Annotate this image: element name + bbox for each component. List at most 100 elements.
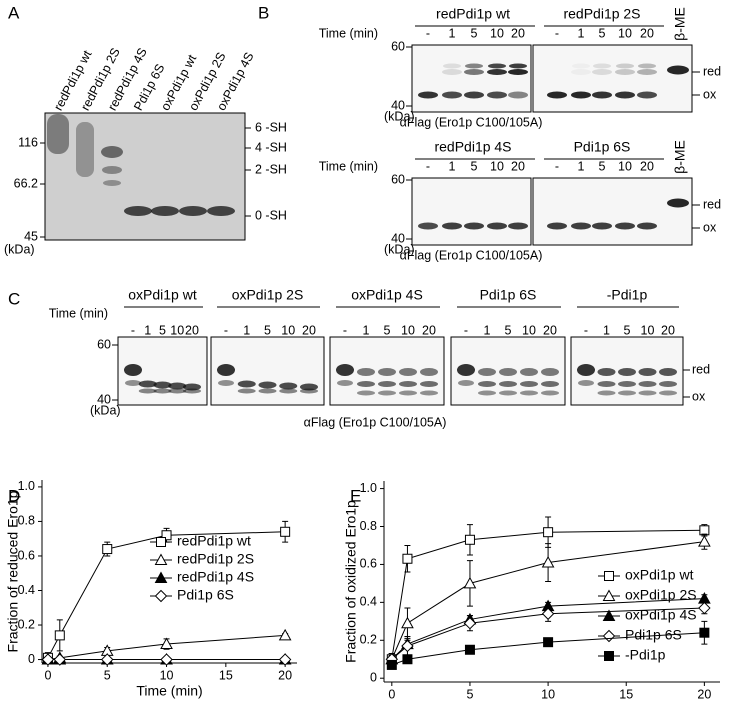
gel-title: redPdi1p 4S <box>434 139 511 155</box>
gel-band <box>597 381 616 387</box>
legend-marker <box>154 571 168 583</box>
marker <box>401 639 414 653</box>
gel-image <box>411 44 532 113</box>
gel-band <box>237 380 256 388</box>
gel-image <box>532 44 693 113</box>
gel-band <box>508 91 528 99</box>
y-tick-label: 1.0 <box>18 479 35 493</box>
gel-band <box>478 381 496 387</box>
gel-band <box>520 381 538 387</box>
x-tick-label: 20 <box>697 687 711 701</box>
marker <box>541 607 555 620</box>
lane-label: - <box>464 323 468 337</box>
marker <box>464 534 475 545</box>
mw-marker: 66.2 <box>14 176 38 190</box>
lane-label: 10 <box>490 159 504 173</box>
marker <box>464 644 475 655</box>
lane-label: 5 <box>264 323 271 337</box>
marker <box>698 535 711 547</box>
band-label: ox <box>703 87 717 101</box>
gel-band <box>138 388 157 394</box>
gel-band <box>520 390 538 396</box>
marker <box>401 616 414 629</box>
mw-unit: (kDa) <box>4 242 35 256</box>
band-label: red <box>703 197 721 211</box>
mw-unit: (kDa) <box>90 403 121 417</box>
y-axis-label: Fraction of oxidized Ero1p <box>343 500 359 663</box>
gel-band <box>442 69 462 75</box>
gel-band <box>464 91 484 99</box>
gel-band <box>592 222 612 230</box>
gel-band <box>667 65 689 75</box>
gel-band <box>637 69 657 75</box>
gel-band <box>667 198 689 208</box>
marker <box>161 530 172 541</box>
gel-band <box>464 69 484 75</box>
gel-band <box>638 381 657 387</box>
gel-band <box>508 222 528 230</box>
antibody-label: αFlag (Ero1p C100/105A) <box>304 415 447 429</box>
gel-band <box>659 390 677 396</box>
gel-band <box>124 364 142 376</box>
y-tick-label: 0.6 <box>360 557 377 571</box>
lane-label: 1 <box>484 323 491 337</box>
gel-title: oxPdi1p 2S <box>232 287 304 303</box>
lane-label: 5 <box>471 26 478 40</box>
time-label: Time (min) <box>319 26 378 40</box>
gel-band <box>572 64 590 69</box>
gel-band <box>487 222 507 230</box>
lane-label: 1 <box>449 159 456 173</box>
time-label: Time (min) <box>319 159 378 173</box>
marker <box>54 630 65 641</box>
mw-marker: 60 <box>391 172 405 186</box>
gel-band <box>378 390 396 396</box>
marker <box>699 525 710 536</box>
gel-band <box>615 222 635 230</box>
gel-band <box>499 381 517 387</box>
gel-band <box>597 390 616 396</box>
y-tick-label: 0.4 <box>360 595 377 609</box>
gel-title: Pdi1p 6S <box>480 287 537 303</box>
sh-label: 0 -SH <box>255 208 287 222</box>
lane-label: 20 <box>511 159 525 173</box>
legend-marker <box>602 609 616 621</box>
legend-label: Pdi1p 6S <box>177 587 234 603</box>
mw-marker: 60 <box>391 39 405 53</box>
gel-band <box>258 388 277 394</box>
gel-band <box>420 381 438 387</box>
y-tick-label: 0 <box>370 671 377 685</box>
lane-label: 10 <box>618 26 632 40</box>
lane-label: 10 <box>618 159 632 173</box>
x-tick-label: 15 <box>619 687 633 701</box>
legend-label: oxPdi1p wt <box>625 567 694 583</box>
lane-label: 1 <box>603 323 610 337</box>
lane-label: 20 <box>302 323 316 337</box>
lane-label: 5 <box>599 26 606 40</box>
gel-band <box>420 390 438 396</box>
x-tick-label: 15 <box>219 668 233 682</box>
lane-label: - <box>426 26 430 40</box>
gel-band <box>488 63 506 69</box>
gel-band <box>399 390 417 396</box>
gel-band <box>279 382 298 390</box>
lane-label: 5 <box>471 159 478 173</box>
gel-band <box>615 69 635 75</box>
gel-band <box>638 390 657 396</box>
y-tick-label: 0.2 <box>360 633 377 647</box>
marker <box>463 617 477 630</box>
gel-band <box>541 390 559 396</box>
mw-marker: 40 <box>391 231 405 245</box>
gel-title: oxPdi1p 4S <box>351 287 423 303</box>
x-tick-label: 0 <box>44 668 51 682</box>
lane-label: - <box>555 26 559 40</box>
lane-label: 10 <box>641 323 655 337</box>
gel-band <box>218 380 234 386</box>
gel-band <box>465 63 483 69</box>
gel-image <box>411 177 532 246</box>
gel-band <box>520 368 538 376</box>
gel-band <box>571 222 591 230</box>
gel-band <box>443 63 461 69</box>
marker <box>278 653 292 666</box>
lane-label: 20 <box>661 323 675 337</box>
gel-band <box>125 380 141 386</box>
